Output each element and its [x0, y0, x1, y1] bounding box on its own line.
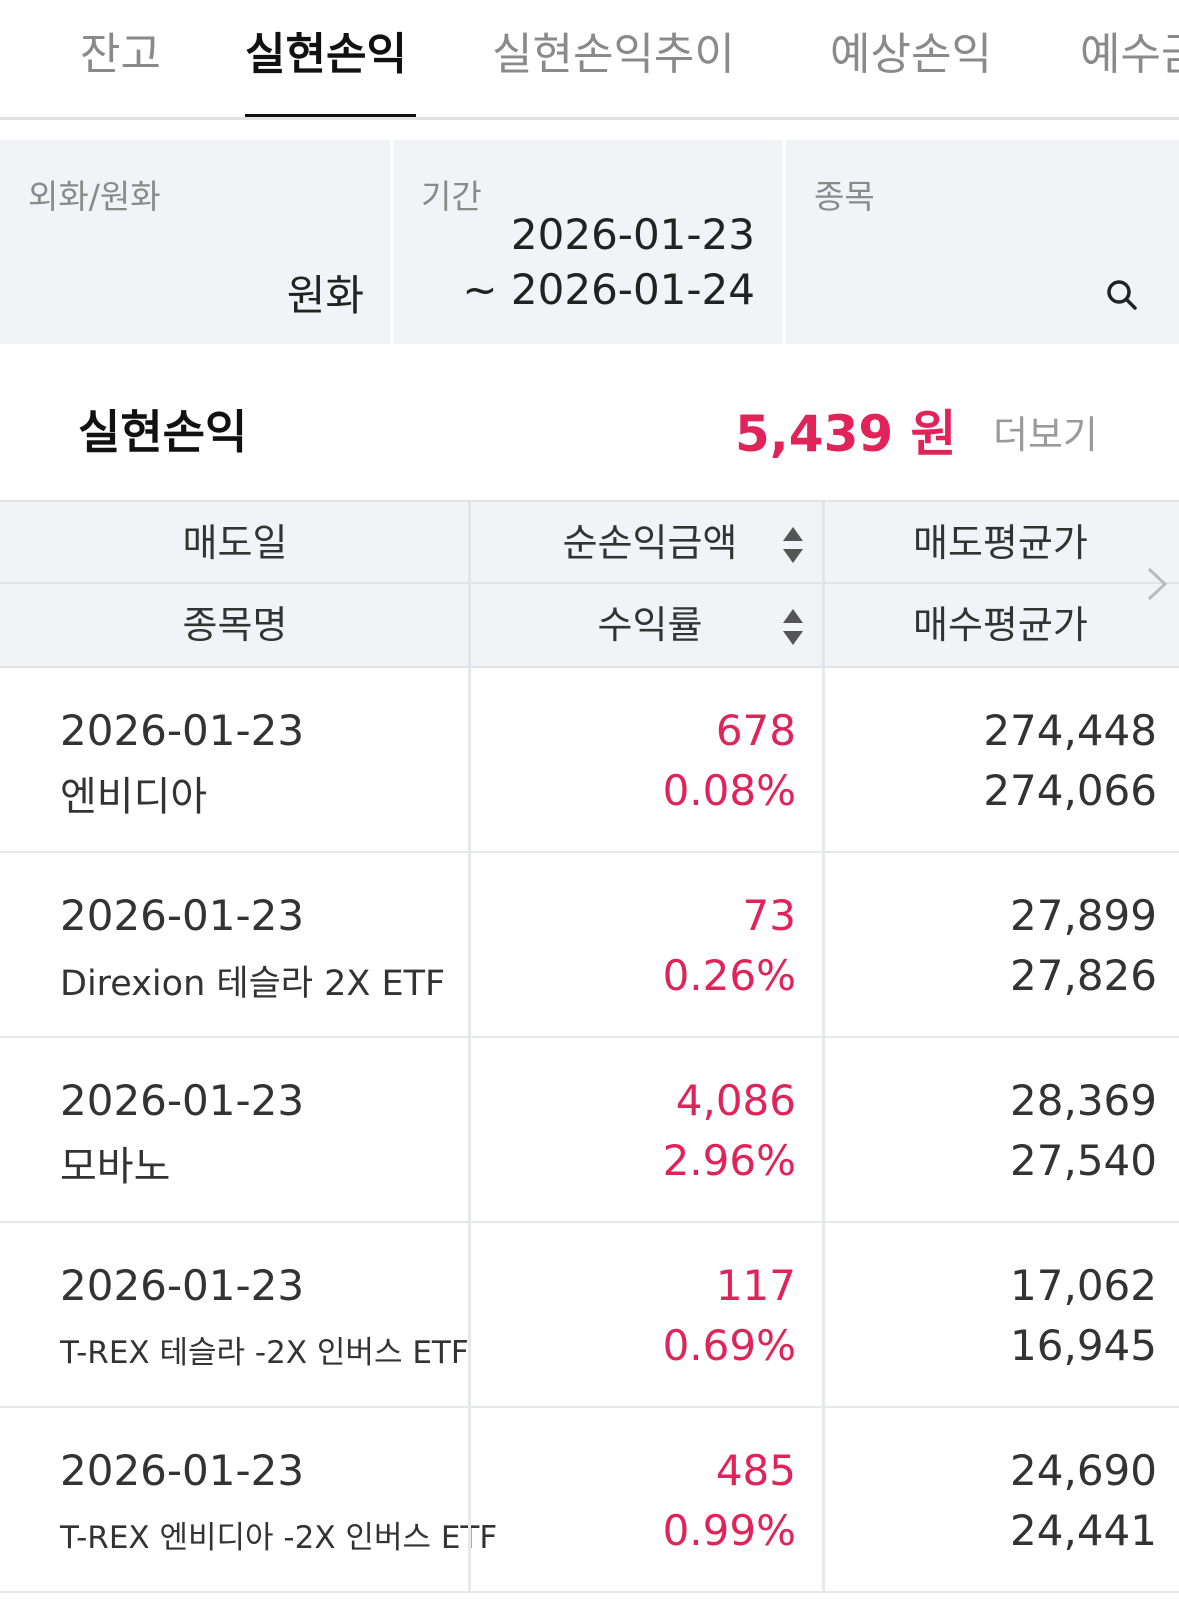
tab-realized-pl[interactable]: 실현손익 [245, 29, 407, 80]
avg-sell-price: 274,448 [983, 706, 1157, 755]
return-rate: 0.99% [662, 1506, 796, 1555]
avg-sell-price: 24,690 [1010, 1446, 1157, 1495]
stock-name: 엔비디아 [60, 774, 208, 820]
avg-buy-price: 27,826 [1010, 951, 1157, 1000]
tab-deposit[interactable]: 예수금 [1080, 29, 1179, 80]
filter-bar: 외화/원화 원화 기간 2026-01-23 ~ 2026-01-24 종목 [0, 140, 1179, 344]
avg-sell-price: 28,369 [1010, 1076, 1157, 1125]
stock-filter-label: 종목 [814, 177, 875, 216]
stock-name: Direxion 테슬라 2X ETF [60, 964, 446, 1004]
stock-name: T-REX 엔비디아 -2X 인버스 ETF [60, 1520, 498, 1556]
currency-filter[interactable]: 외화/원화 원화 [0, 140, 390, 344]
table-row[interactable]: 2026-01-23 Direxion 테슬라 2X ETF 73 0.26% … [0, 853, 1179, 1038]
currency-filter-value: 원화 [286, 271, 364, 320]
return-rate: 0.26% [662, 951, 796, 1000]
more-button[interactable]: 더보기 [993, 413, 1098, 457]
table-row[interactable]: 2026-01-23 T-REX 엔비디아 -2X 인버스 ETF 485 0.… [0, 1408, 1179, 1593]
table-row[interactable]: 2026-01-23 엔비디아 678 0.08% 274,448 274,06… [0, 668, 1179, 853]
trade-list: 2026-01-23 엔비디아 678 0.08% 274,448 274,06… [0, 668, 1179, 1593]
table-row[interactable]: 2026-01-23 T-REX 테슬라 -2X 인버스 ETF 117 0.6… [0, 1223, 1179, 1408]
header-net-pl: 순손익금액 [562, 521, 738, 565]
avg-buy-price: 274,066 [983, 766, 1157, 815]
sell-date: 2026-01-23 [60, 1446, 305, 1495]
return-rate: 0.69% [662, 1321, 796, 1370]
table-header: 매도일 순손익금액 매도평균가 종목명 수익률 매수평균가 [0, 500, 1179, 668]
header-row-2: 종목명 수익률 매수평균가 [0, 584, 1179, 666]
stock-name: 모바노 [60, 1144, 171, 1190]
net-pl: 4,086 [675, 1076, 796, 1125]
header-divider [822, 502, 825, 666]
active-tab-indicator [245, 114, 416, 117]
header-return-rate: 수익률 [597, 603, 703, 647]
period-from: 2026-01-23 [510, 210, 755, 259]
period-filter-label: 기간 [421, 177, 482, 216]
summary-title: 실현손익 [78, 405, 248, 459]
column-divider [822, 1408, 825, 1593]
net-pl: 117 [715, 1261, 796, 1310]
tab-expected-pl[interactable]: 예상손익 [830, 29, 992, 80]
sell-date: 2026-01-23 [60, 1076, 305, 1125]
column-divider [822, 668, 825, 853]
column-divider [822, 1038, 825, 1223]
column-divider [468, 668, 471, 853]
summary-total-value: 5,439 원 [735, 405, 957, 463]
avg-buy-price: 27,540 [1010, 1136, 1157, 1185]
avg-sell-price: 17,062 [1010, 1261, 1157, 1310]
avg-sell-price: 27,899 [1010, 891, 1157, 940]
tab-bar: 잔고 실현손익 실현손익추이 예상손익 예수금 [0, 0, 1179, 120]
table-row[interactable]: 2026-01-23 모바노 4,086 2.96% 28,369 27,540 [0, 1038, 1179, 1223]
header-divider [468, 502, 471, 666]
sell-date: 2026-01-23 [60, 706, 305, 755]
column-divider [468, 1038, 471, 1223]
tab-realized-pl-trend[interactable]: 실현손익추이 [492, 29, 735, 80]
header-avg-sell-price: 매도평균가 [913, 521, 1088, 565]
net-pl: 485 [715, 1446, 796, 1495]
avg-buy-price: 24,441 [1010, 1506, 1157, 1555]
column-divider [822, 1223, 825, 1408]
column-divider [468, 1408, 471, 1593]
column-divider [468, 1223, 471, 1408]
header-sell-date: 매도일 [182, 521, 288, 565]
stock-name: T-REX 테슬라 -2X 인버스 ETF [60, 1335, 469, 1371]
period-to: ~ 2026-01-24 [462, 265, 755, 314]
column-divider [468, 853, 471, 1038]
stock-filter[interactable]: 종목 [786, 140, 1179, 344]
chevron-right-icon[interactable] [1146, 566, 1168, 602]
sell-date: 2026-01-23 [60, 891, 305, 940]
tab-balance[interactable]: 잔고 [80, 29, 161, 80]
header-row-1: 매도일 순손익금액 매도평균가 [0, 502, 1179, 584]
avg-buy-price: 16,945 [1010, 1321, 1157, 1370]
search-icon[interactable] [1105, 278, 1139, 312]
realized-pl-summary: 실현손익 5,439 원 더보기 [0, 380, 1179, 480]
sell-date: 2026-01-23 [60, 1261, 305, 1310]
return-rate: 0.08% [662, 766, 796, 815]
header-avg-buy-price: 매수평균가 [913, 603, 1088, 647]
header-stock-name: 종목명 [182, 603, 288, 647]
sort-icon[interactable] [782, 607, 804, 647]
sort-icon[interactable] [782, 525, 804, 565]
column-divider [822, 853, 825, 1038]
net-pl: 678 [715, 706, 796, 755]
net-pl: 73 [742, 891, 796, 940]
return-rate: 2.96% [662, 1136, 796, 1185]
period-filter[interactable]: 기간 2026-01-23 ~ 2026-01-24 [393, 140, 783, 344]
currency-filter-label: 외화/원화 [28, 177, 161, 216]
